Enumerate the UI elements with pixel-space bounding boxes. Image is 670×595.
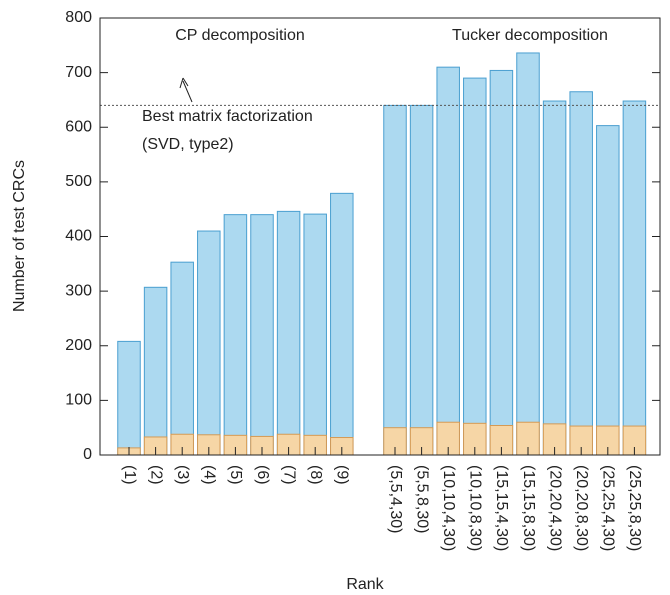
annotation-arrow (182, 80, 193, 103)
bar (223, 214, 248, 456)
y-tick-label: 200 (65, 337, 92, 354)
group-label: CP decomposition (175, 27, 305, 44)
annotation: Best matrix factorization (142, 108, 313, 125)
annotation: (SVD, type2) (142, 136, 234, 153)
y-tick-label: 700 (65, 64, 92, 81)
bar (516, 52, 540, 456)
y-tick-label: 400 (65, 228, 92, 245)
y-tick-label: 100 (65, 392, 92, 409)
bar (117, 340, 141, 456)
x-tick-label: (5,5,8,30) (413, 465, 430, 533)
x-tick-label: (3) (174, 465, 191, 485)
bar (542, 100, 567, 456)
x-tick-label: (2) (147, 465, 164, 485)
x-tick-label: (10,10,8,30) (467, 465, 484, 551)
bar (436, 66, 460, 456)
bar (250, 214, 274, 456)
x-tick-label: (1) (121, 465, 138, 485)
bar (330, 192, 354, 456)
x-tick-label: (7) (280, 465, 297, 485)
x-tick-label: (20,20,4,30) (546, 465, 563, 551)
x-tick-label: (5) (227, 465, 244, 485)
bar (303, 213, 327, 456)
bar (622, 100, 647, 456)
x-tick-label: (10,10,4,30) (440, 465, 457, 551)
bar (489, 69, 514, 456)
y-tick-label: 500 (65, 173, 92, 190)
y-axis-label: Number of test CRCs (11, 160, 28, 312)
x-tick-label: (20,20,8,30) (573, 465, 590, 551)
bar (276, 210, 301, 456)
bar (170, 261, 194, 456)
plot-frame (99, 17, 661, 456)
bar (569, 91, 593, 456)
x-tick-label: (9) (334, 465, 351, 485)
x-tick-label: (25,25,8,30) (626, 465, 643, 551)
y-tick-label: 300 (65, 282, 92, 299)
x-axis-label: Rank (346, 576, 384, 593)
bar (143, 286, 168, 456)
annotation-arrowhead (179, 77, 189, 89)
x-tick-label: (8) (307, 465, 324, 485)
group-label: Tucker decomposition (452, 27, 608, 44)
x-tick-label: (6) (254, 465, 271, 485)
x-tick-label: (15,15,8,30) (520, 465, 537, 551)
bar (463, 77, 487, 456)
bar (409, 104, 434, 456)
x-tick-label: (5,5,4,30) (387, 465, 404, 533)
x-tick-label: (4) (201, 465, 218, 485)
y-tick-label: 600 (65, 118, 92, 135)
x-tick-label: (15,15,4,30) (493, 465, 510, 551)
bar (383, 104, 407, 456)
bar (197, 230, 221, 456)
x-tick-label: (25,25,4,30) (600, 465, 617, 551)
y-tick-label: 0 (83, 446, 92, 463)
bar (596, 125, 620, 456)
y-tick-label: 800 (65, 9, 92, 26)
